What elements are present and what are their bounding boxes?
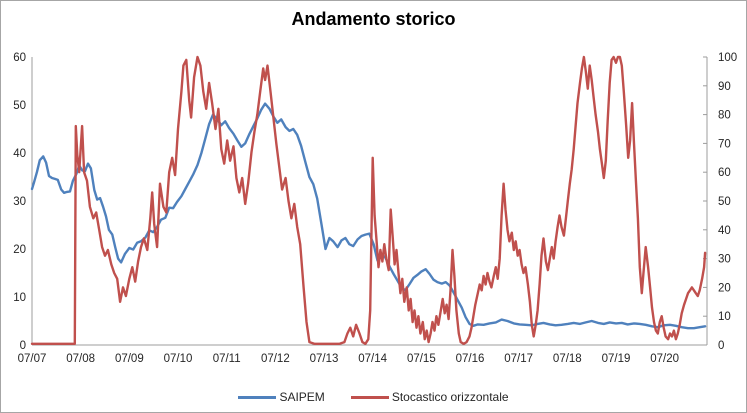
x-axis-label: 07/17 — [504, 353, 533, 365]
x-axis-label: 07/12 — [261, 353, 290, 365]
stocastico-line-swatch — [350, 395, 389, 399]
y-left-tick-label: 0 — [20, 340, 26, 352]
y-right-tick-label: 30 — [718, 254, 731, 266]
x-axis-label: 07/08 — [66, 353, 95, 365]
x-axis-label: 07/13 — [310, 353, 339, 365]
x-axis-label: 07/09 — [115, 353, 144, 365]
x-axis-label: 07/14 — [358, 353, 387, 365]
x-axis-label: 07/16 — [456, 353, 485, 365]
series-line-saipem — [30, 102, 707, 330]
y-right-tick-label: 100 — [718, 52, 737, 64]
y-right-tick-label: 70 — [718, 138, 731, 150]
y-right-tick-label: 20 — [718, 282, 731, 294]
y-right-tick-label: 10 — [718, 311, 731, 323]
y-right-tick-label: 40 — [718, 225, 731, 237]
y-left-tick-label: 10 — [13, 292, 26, 304]
y-left-tick-label: 30 — [13, 196, 26, 208]
y-left-tick-label: 20 — [13, 244, 26, 256]
chart-title: Andamento storico — [291, 9, 456, 29]
y-left-tick-label: 60 — [13, 52, 26, 64]
y-left-tick-label: 40 — [13, 148, 26, 160]
x-axis-label: 07/20 — [650, 353, 679, 365]
x-axis-label: 07/11 — [213, 353, 241, 365]
y-right-tick-label: 90 — [718, 81, 731, 93]
legend-item-stocastico: Stocastico orizzontale — [350, 390, 509, 404]
x-axis-label: 07/19 — [602, 353, 631, 365]
series-line-stocastico — [30, 55, 707, 345]
x-axis-label: 07/07 — [18, 353, 47, 365]
legend-item-saipem: SAIPEM — [238, 390, 325, 404]
y-right-tick-label: 0 — [718, 340, 724, 352]
y-left-tick-label: 50 — [13, 100, 26, 112]
x-axis-label: 07/18 — [553, 353, 582, 365]
x-axis-label: 07/10 — [164, 353, 193, 365]
legend-label-saipem: SAIPEM — [279, 390, 325, 404]
saipem-line-swatch — [238, 395, 277, 399]
y-right-tick-label: 60 — [718, 167, 731, 179]
legend-label-stocastico: Stocastico orizzontale — [391, 390, 509, 404]
y-right-tick-label: 80 — [718, 110, 731, 122]
x-axis-label: 07/15 — [407, 353, 436, 365]
legend: SAIPEM Stocastico orizzontale — [1, 390, 746, 404]
y-right-tick-label: 50 — [718, 196, 731, 208]
